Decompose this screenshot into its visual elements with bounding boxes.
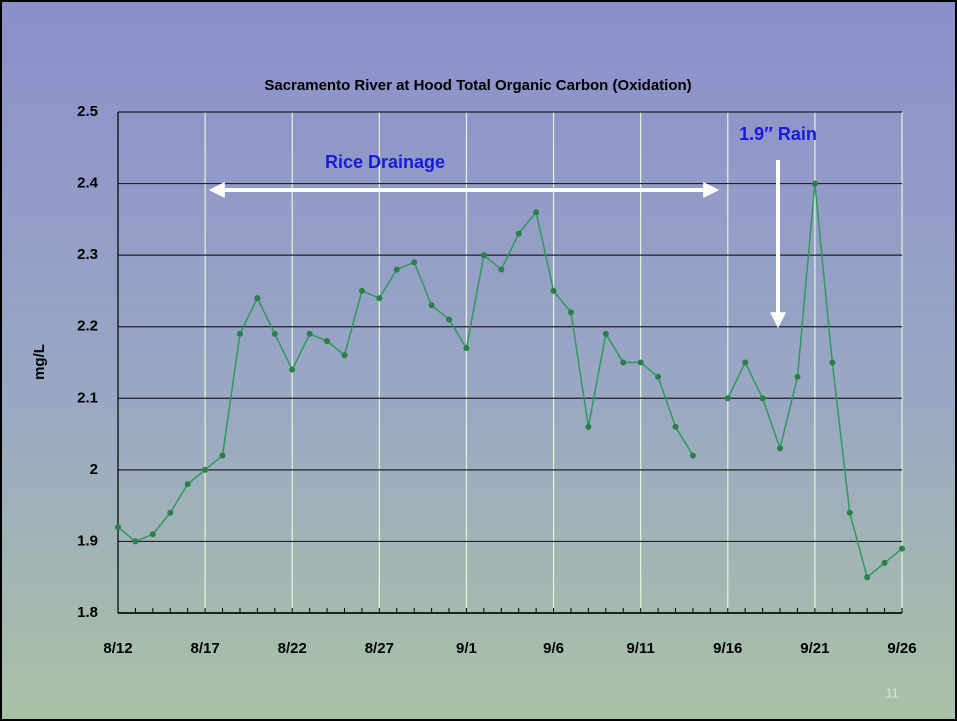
y-tick-label: 2.2	[77, 318, 98, 335]
data-point	[724, 395, 731, 402]
data-point	[271, 330, 278, 337]
data-point	[115, 524, 121, 531]
x-tick-label: 9/21	[800, 640, 829, 657]
y-tick-label: 2.5	[77, 103, 98, 120]
y-tick-label: 2.3	[77, 246, 98, 263]
y-tick-label: 2	[90, 461, 98, 478]
data-point	[393, 266, 400, 273]
page-number: 11	[885, 685, 899, 700]
data-point	[498, 266, 505, 273]
data-point	[184, 481, 191, 488]
data-point	[149, 531, 156, 538]
data-point	[829, 359, 836, 366]
data-point	[689, 452, 696, 459]
x-tick-label: 8/17	[191, 640, 220, 657]
data-point	[777, 445, 784, 452]
data-point	[254, 295, 261, 302]
data-point	[167, 509, 174, 516]
data-point	[864, 574, 871, 581]
data-point	[446, 316, 453, 323]
data-point	[881, 559, 888, 566]
data-point	[324, 338, 331, 345]
data-point	[846, 509, 853, 516]
data-point	[376, 295, 383, 302]
y-axis-label: mg/L	[31, 344, 48, 380]
data-point	[428, 302, 435, 309]
x-tick-label: 9/26	[887, 640, 916, 657]
data-point	[289, 366, 296, 373]
data-point	[219, 452, 226, 459]
data-point	[463, 345, 470, 352]
data-point	[306, 330, 313, 337]
y-tick-label: 2.4	[77, 175, 99, 192]
data-point	[620, 359, 627, 366]
data-point	[811, 180, 818, 187]
data-point	[236, 330, 243, 337]
data-point	[742, 359, 749, 366]
data-point	[672, 423, 679, 430]
data-point	[585, 423, 592, 430]
x-tick-label: 9/6	[543, 640, 564, 657]
chart-title: Sacramento River at Hood Total Organic C…	[264, 77, 691, 94]
x-tick-label: 8/22	[278, 640, 307, 657]
x-tick-label: 9/11	[626, 640, 654, 657]
data-point	[637, 359, 644, 366]
data-point	[550, 287, 557, 294]
data-point	[341, 352, 348, 359]
y-tick-label: 2.1	[77, 389, 98, 406]
data-point	[480, 252, 487, 259]
data-point	[515, 230, 522, 237]
data-point	[899, 545, 905, 552]
y-tick-label: 1.8	[77, 604, 98, 621]
x-tick-label: 9/1	[456, 640, 477, 657]
data-point	[533, 209, 540, 216]
data-point	[759, 395, 766, 402]
data-point	[567, 309, 574, 316]
annotation: Rice Drainage	[325, 152, 445, 172]
data-point	[794, 373, 801, 380]
data-point	[411, 259, 418, 266]
y-tick-label: 1.9	[77, 532, 98, 549]
annotation: 1.9″ Rain	[739, 124, 817, 144]
x-tick-label: 9/16	[713, 640, 742, 657]
x-tick-label: 8/27	[365, 640, 394, 657]
data-point	[655, 373, 662, 380]
x-tick-label: 8/12	[103, 640, 132, 657]
data-point	[202, 466, 209, 473]
data-point	[602, 330, 609, 337]
data-point	[132, 538, 139, 545]
data-point	[358, 287, 365, 294]
